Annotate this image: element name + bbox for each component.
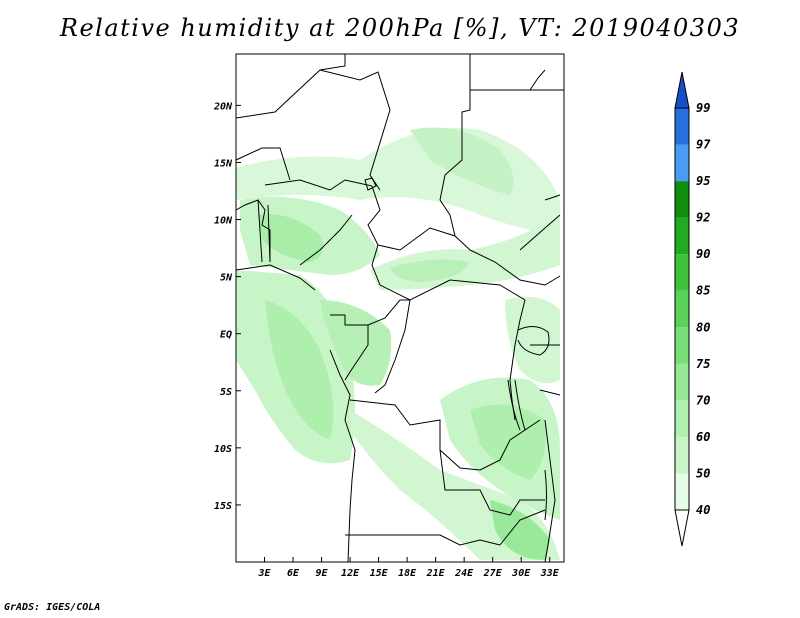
colorbar-frame [674,107,690,511]
colorbar-box [675,290,689,328]
x-tick-label: 24E [454,568,474,579]
x-tick-label: 18E [398,568,417,579]
humidity-fill [236,127,560,560]
colorbar-box [675,181,689,218]
colorbar-box [675,363,689,401]
lake-malawi [544,469,547,521]
y-tick-label: 10N [214,216,233,227]
x-tick-label: 21E [426,568,446,579]
border-cameroon-nigeria [299,214,353,266]
humidity-region-gabon [320,300,392,386]
border-libya-niger-chad [319,69,391,191]
border-libya-sudan [439,54,471,201]
colorbar-box [675,217,689,255]
border-angola-zambia [439,449,545,516]
y-axis: 20N 15N 10N 5N EQ 5S 10S 15S [213,101,241,512]
credit-text: GrADS: IGES/COLA [4,602,101,613]
humidity-region-sahel-core [410,127,514,195]
x-tick-label: 15E [370,568,389,579]
map-title: Relative humidity at 200hPa [%], VT: 201… [59,14,741,42]
colorbar-box [675,436,689,474]
border-tanzania [530,344,561,396]
y-tick-label: 5N [220,273,233,284]
colorbar-lower-arrow [674,509,690,547]
x-axis: 3E 6E 9E 12E 15E 18E 21E 24E 27E 30E 33E [257,557,560,579]
colorbar-label: 80 [696,320,710,334]
colorbar-label: 70 [696,393,710,407]
border-benin-togo [257,199,271,263]
border-chad-cameroon [367,185,381,286]
humidity-region-car-core [390,259,470,282]
y-tick-label: 5S [220,387,232,398]
country-borders [235,54,564,563]
border-coast-west [235,264,316,291]
nile-red-sea-coast [529,69,546,91]
colorbar-box [675,473,689,510]
border-angola-namibia [345,534,501,546]
humidity-region-east-core [470,404,546,480]
border-car-drc [379,279,526,301]
colorbar-label: 95 [696,174,710,188]
lake-victoria [517,326,550,356]
colorbar-label: 50 [696,466,710,480]
colorbar-label: 90 [696,247,710,261]
border-chad-sudan [439,199,456,237]
x-tick-label: 9E [316,568,329,579]
x-tick-label: 3E [257,568,271,579]
y-tick-label: 15S [214,501,232,512]
humidity-region-malawi [490,500,550,560]
border-malawi [544,419,556,563]
border-sudan-south [469,249,561,286]
map-panel: 3E 6E 9E 12E 15E 18E 21E 24E 27E 30E 33E 20N 15N 10N… [213,53,565,579]
x-tick-label: 30E [511,568,531,579]
border-drc-angola [349,399,541,471]
colorbar-label: 97 [696,138,711,152]
border-coast-south [329,349,356,563]
y-tick-label: 10S [214,444,232,455]
colorbar-box [675,254,689,291]
colorbar-label: 92 [696,211,710,225]
y-tick-label: 20N [213,101,233,112]
colorbar-label: 99 [696,101,710,115]
colorbar-box [675,108,689,145]
colorbar-label: 75 [696,357,710,371]
humidity-region-atlantic-core [265,300,334,440]
x-tick-label: 12E [341,568,360,579]
colorbar-box [675,400,689,437]
x-tick-label: 6E [287,568,300,579]
border-mali-niger [235,147,291,181]
colorbar-label: 60 [696,430,710,444]
y-tick-label: 15N [214,158,233,169]
colorbar-upper-arrow [674,71,690,109]
border-congo-drc [367,299,411,394]
lake-chad [364,177,377,191]
x-tick-label: 27E [483,568,503,579]
colorbar: 40 50 60 70 75 80 85 90 92 95 97 99 [674,71,711,547]
border-ethiopia [519,194,561,251]
border-zambia-south [499,509,546,546]
border-niger-nigeria [264,179,373,191]
colorbar-label: 85 [696,284,710,298]
humidity-region-uganda [505,296,560,384]
colorbar-box [675,327,689,364]
lake-tanganyika [507,379,526,431]
x-tick-label: 33E [540,568,560,579]
colorbar-label: 40 [696,503,710,517]
colorbar-box [675,144,689,182]
map-frame [235,53,565,563]
humidity-region-cameroon-core [258,214,324,262]
y-tick-label: EQ [220,330,232,341]
border-chad-car [377,227,471,251]
